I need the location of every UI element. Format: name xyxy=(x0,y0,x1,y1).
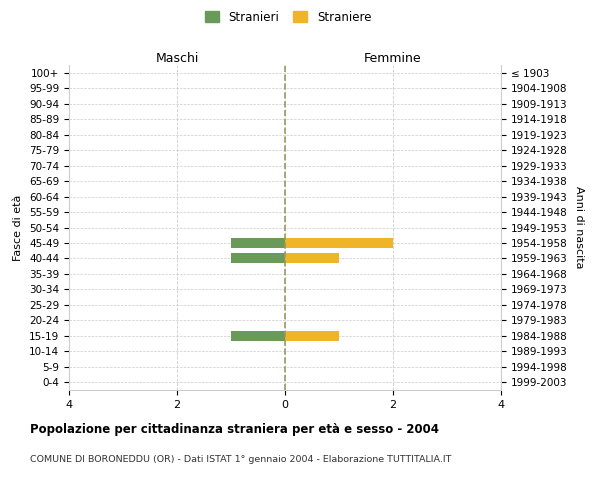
Bar xyxy=(285,254,339,264)
Bar xyxy=(231,238,285,248)
Y-axis label: Fasce di età: Fasce di età xyxy=(13,194,23,260)
Text: COMUNE DI BORONEDDU (OR) - Dati ISTAT 1° gennaio 2004 - Elaborazione TUTTITALIA.: COMUNE DI BORONEDDU (OR) - Dati ISTAT 1°… xyxy=(30,455,451,464)
Y-axis label: Anni di nascita: Anni di nascita xyxy=(574,186,584,269)
Text: Popolazione per cittadinanza straniera per età e sesso - 2004: Popolazione per cittadinanza straniera p… xyxy=(30,422,439,436)
Bar xyxy=(231,254,285,264)
Bar xyxy=(231,331,285,341)
Bar xyxy=(285,238,393,248)
Text: Maschi: Maschi xyxy=(155,52,199,65)
Legend: Stranieri, Straniere: Stranieri, Straniere xyxy=(200,6,376,28)
Text: Femmine: Femmine xyxy=(364,52,422,65)
Bar xyxy=(285,331,339,341)
